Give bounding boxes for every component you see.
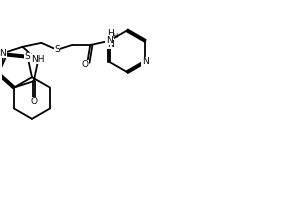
Text: S: S [25,52,31,61]
Text: H
N: H N [107,29,114,49]
Text: N: N [142,57,148,66]
Text: N: N [106,36,112,45]
Text: NH: NH [31,55,45,64]
Text: N: N [0,49,6,58]
Text: H: H [112,33,117,39]
Text: O: O [82,60,89,69]
Text: O: O [30,97,37,106]
Text: S: S [54,45,60,54]
